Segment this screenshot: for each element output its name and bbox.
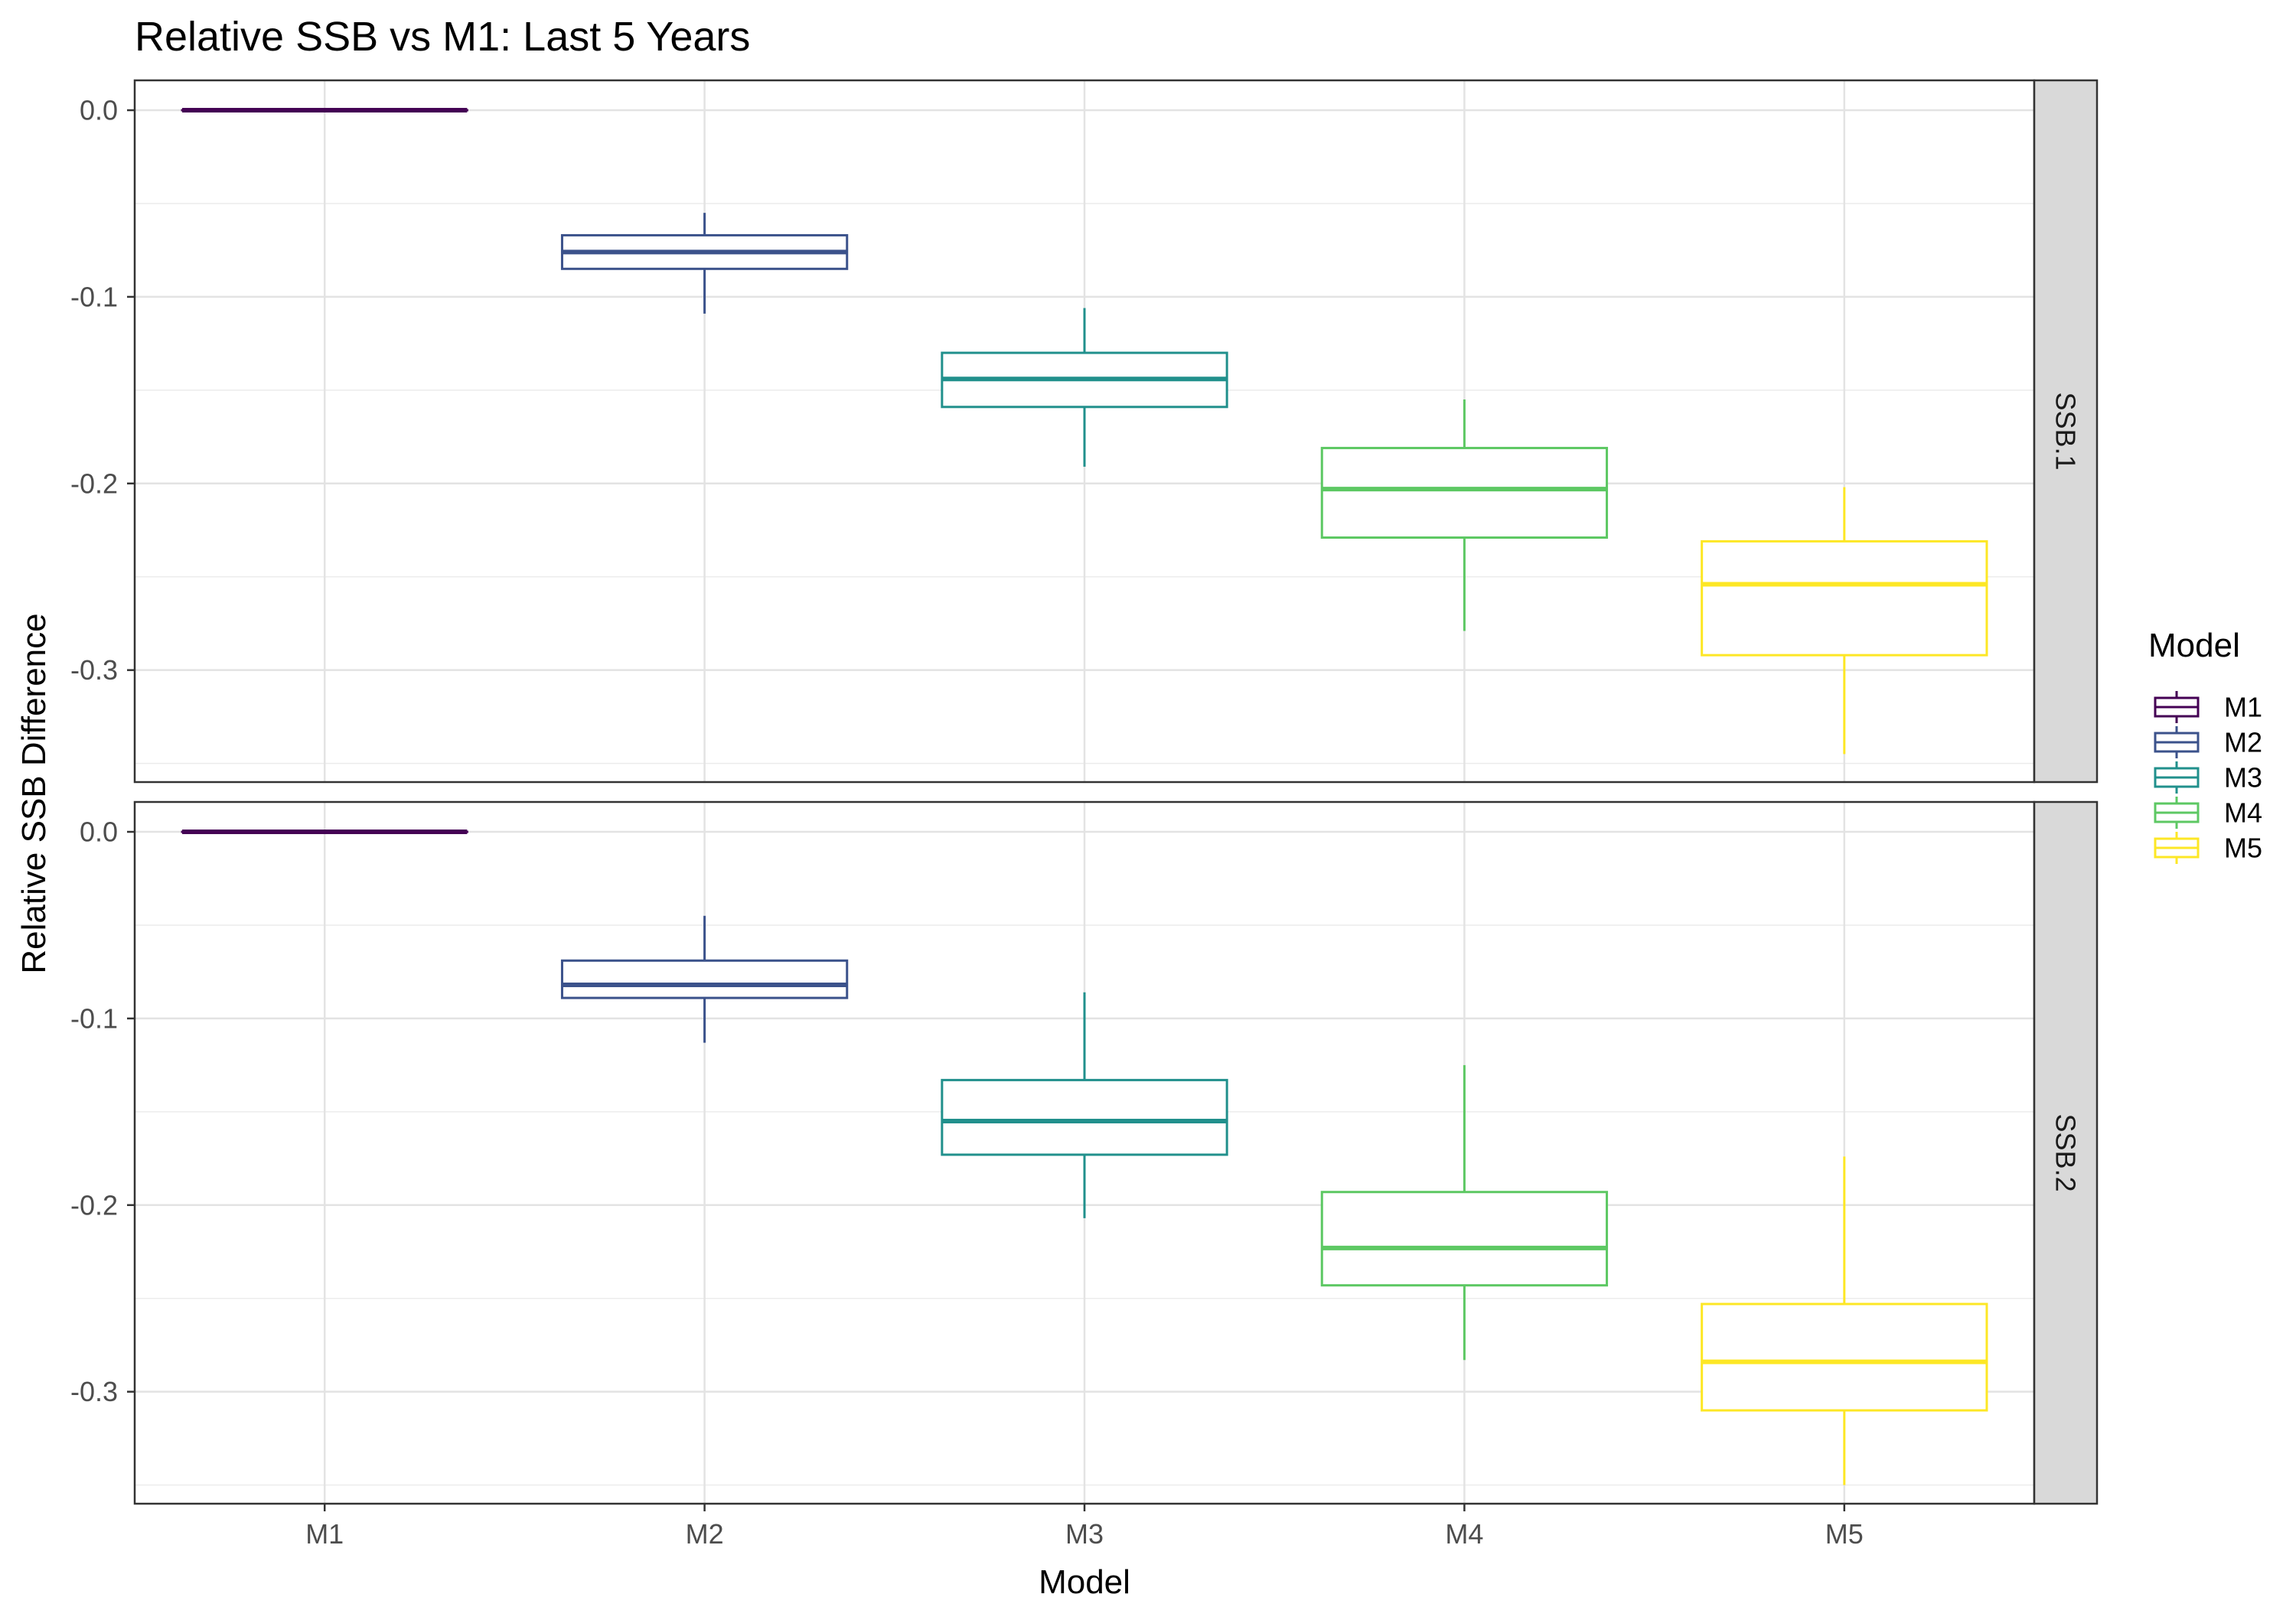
box-iqr [1701, 539, 1988, 657]
x-tick-label: M3 [1065, 1518, 1104, 1550]
legend-label: M4 [2224, 797, 2262, 829]
box-m5 [1701, 1156, 1988, 1485]
facet-strip-label: SSB.2 [2050, 1113, 2082, 1191]
legend-title: Model [2148, 627, 2240, 664]
box-m4 [1320, 399, 1609, 631]
box-iqr [560, 959, 849, 999]
box-m2 [560, 915, 849, 1043]
y-tick-label: 0.0 [80, 817, 118, 848]
x-tick-label: M4 [1445, 1518, 1483, 1550]
y-tick-label: 0.0 [80, 95, 118, 126]
facet-strip [2033, 800, 2099, 1505]
legend-key-m4 [2154, 797, 2200, 829]
box-iqr [1320, 446, 1609, 539]
legend-key-m3 [2154, 761, 2200, 794]
legend-label: M1 [2224, 692, 2262, 723]
box-m4 [1320, 1064, 1609, 1361]
legend-key-m5 [2154, 832, 2200, 864]
box-m3 [941, 992, 1228, 1218]
x-tick-label: M5 [1825, 1518, 1864, 1550]
y-tick-label: -0.2 [70, 1189, 118, 1221]
chart-title: Relative SSB vs M1: Last 5 Years [135, 14, 750, 60]
facet-strip [2033, 79, 2099, 784]
x-tick-label: M2 [686, 1518, 724, 1550]
legend-label: M2 [2224, 727, 2262, 758]
box-iqr [1701, 1302, 1988, 1412]
panel-ssb-2: SSB.2 0.0 -0.1 -0.2 -0.3 [70, 800, 2099, 1505]
legend-key-m1 [2154, 691, 2200, 723]
box-iqr [1320, 1191, 1609, 1287]
box-m3 [941, 308, 1228, 467]
box-m5 [1701, 487, 1988, 755]
facet-strip-label: SSB.1 [2050, 392, 2082, 470]
y-tick-label: -0.3 [70, 654, 118, 686]
y-tick-label: -0.2 [70, 468, 118, 499]
legend-key-m2 [2154, 726, 2200, 758]
x-axis-title: Model [1039, 1563, 1130, 1601]
legend-label: M3 [2224, 762, 2262, 794]
plot-area: SSB.1 0.0 -0.1 -0.2 -0.3 SSB.2 0.0 -0.1 -0.2 -0.3… [70, 79, 2099, 1550]
legend-label: M5 [2224, 833, 2262, 864]
y-tick-label: -0.3 [70, 1376, 118, 1407]
box-iqr [941, 1078, 1228, 1156]
y-tick-label: -0.1 [70, 1002, 118, 1034]
x-tick-label: M1 [305, 1518, 344, 1550]
y-tick-label: -0.1 [70, 281, 118, 312]
y-axis-title: Relative SSB Difference [15, 613, 53, 973]
box-m2 [560, 213, 849, 314]
panel-ssb-1: SSB.1 0.0 -0.1 -0.2 -0.3 [70, 79, 2099, 784]
